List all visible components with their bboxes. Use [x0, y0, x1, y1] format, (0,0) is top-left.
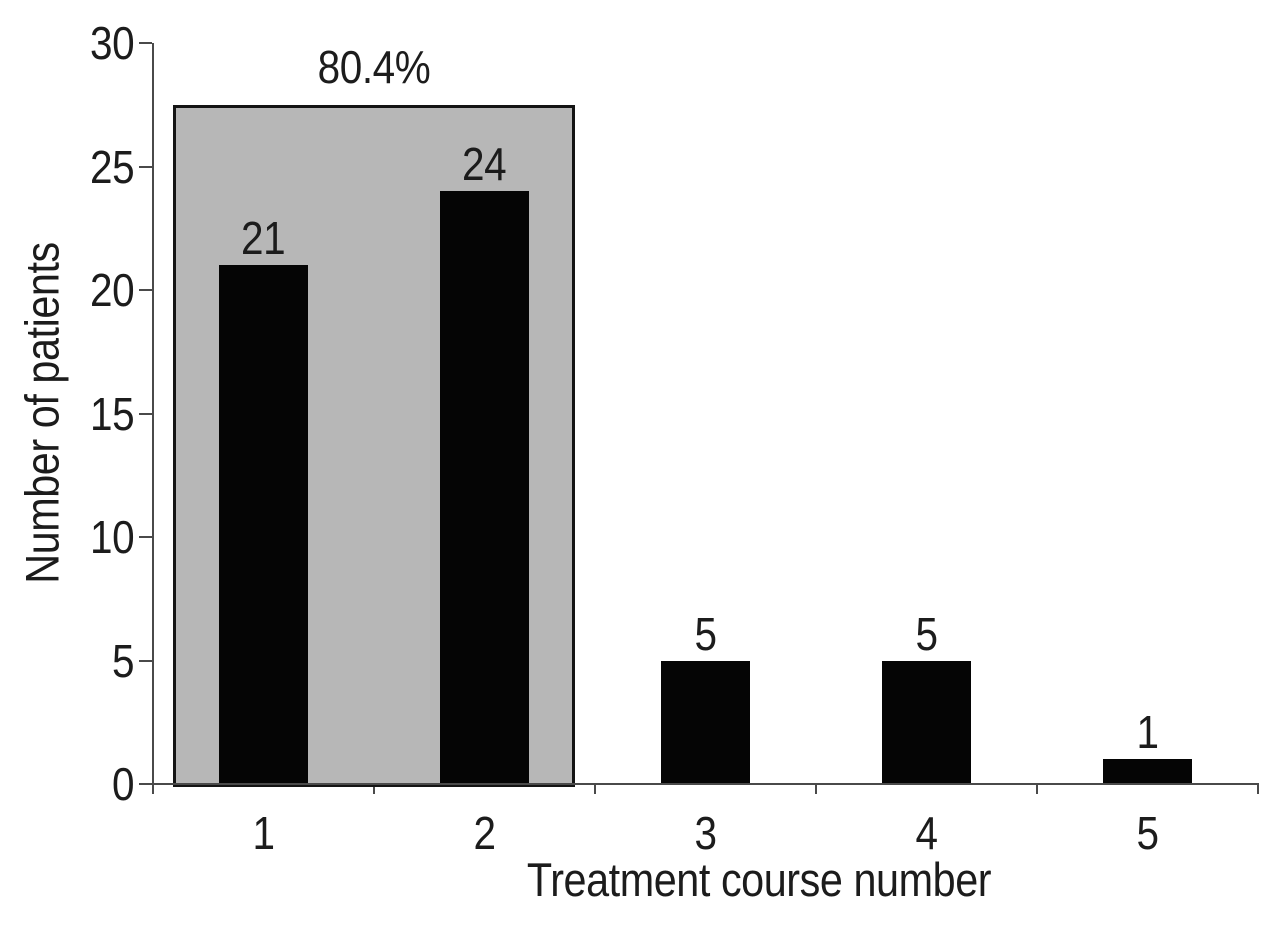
bar — [219, 265, 308, 784]
y-tick-label: 30 — [89, 17, 135, 69]
y-tick-mark — [139, 783, 152, 785]
y-tick-label: 20 — [89, 264, 135, 316]
bar — [1103, 759, 1192, 784]
y-tick-mark — [139, 659, 152, 662]
bar-value-label: 24 — [462, 138, 507, 191]
x-tick-mark — [152, 785, 154, 794]
y-tick-mark — [139, 412, 152, 415]
highlight-percentage-label: 80.4% — [317, 41, 431, 93]
x-tick-mark — [1257, 785, 1259, 794]
y-tick-mark — [139, 42, 152, 44]
x-axis-title-text: Treatment course number — [526, 853, 992, 906]
x-category-label: 1 — [252, 807, 275, 859]
y-tick-mark — [139, 165, 152, 168]
y-tick-mark — [139, 289, 152, 291]
bar-value-label: 21 — [241, 212, 286, 265]
y-axis-line — [152, 43, 154, 793]
y-tick-label: 15 — [89, 387, 135, 440]
y-tick-mark — [139, 536, 152, 538]
bar-value-label: 5 — [694, 607, 717, 660]
x-tick-mark — [373, 785, 375, 794]
x-category-label: 2 — [473, 807, 496, 859]
x-tick-mark — [815, 785, 817, 794]
bar — [661, 660, 750, 784]
x-category-label: 3 — [694, 807, 717, 859]
x-category-label: 5 — [1136, 807, 1159, 859]
x-tick-mark — [1036, 785, 1038, 794]
y-tick-label: 5 — [111, 634, 135, 687]
y-tick-label: 0 — [111, 758, 135, 810]
x-axis-line — [152, 783, 1259, 785]
x-category-label: 4 — [915, 807, 938, 859]
bar-value-label: 1 — [1136, 706, 1159, 759]
y-tick-label: 10 — [89, 511, 135, 563]
x-tick-mark — [594, 785, 596, 794]
bar-value-label: 5 — [915, 607, 938, 660]
bar — [882, 660, 971, 784]
y-tick-label: 25 — [89, 140, 135, 193]
bar — [440, 191, 529, 784]
x-axis-title: Treatment course number — [495, 856, 1023, 903]
